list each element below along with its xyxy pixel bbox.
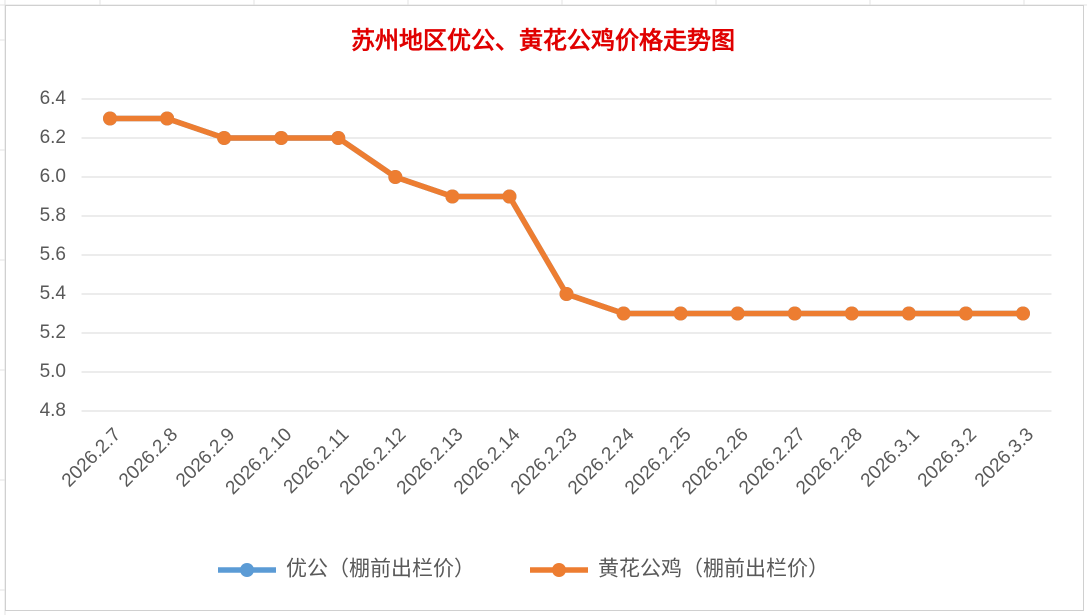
data-point	[616, 306, 631, 321]
y-tick-label: 5.6	[40, 244, 66, 265]
y-tick-label: 5.0	[40, 361, 66, 382]
y-tick-label: 5.2	[40, 322, 66, 343]
y-tick-label: 5.8	[40, 205, 66, 226]
data-point	[958, 306, 973, 321]
data-point	[502, 189, 517, 204]
y-tick-label: 6.2	[40, 127, 66, 148]
data-point	[217, 131, 232, 145]
data-point	[388, 170, 403, 184]
legend-marker	[552, 563, 566, 577]
y-tick-label: 5.4	[40, 283, 67, 304]
legend-label: 优公（棚前出栏价）	[286, 558, 475, 581]
y-tick-label: 6.4	[40, 88, 67, 109]
data-point	[445, 189, 460, 204]
legend-label: 黄花公鸡（棚前出栏价）	[598, 558, 829, 581]
data-point	[160, 111, 175, 126]
chart-area	[5, 5, 1084, 611]
chart-title: 苏州地区优公、黄花公鸡价格走势图	[351, 27, 735, 55]
data-point	[559, 287, 574, 301]
legend-marker	[240, 563, 254, 577]
y-tick-label: 6.0	[40, 166, 66, 187]
data-point	[730, 306, 745, 321]
data-point	[673, 306, 688, 321]
data-point	[103, 111, 118, 126]
data-point	[331, 131, 346, 145]
y-tick-label: 4.8	[40, 400, 66, 421]
data-point	[901, 306, 916, 321]
data-point	[1015, 306, 1030, 321]
data-point	[274, 131, 289, 145]
data-point	[787, 306, 802, 321]
data-point	[844, 306, 859, 321]
